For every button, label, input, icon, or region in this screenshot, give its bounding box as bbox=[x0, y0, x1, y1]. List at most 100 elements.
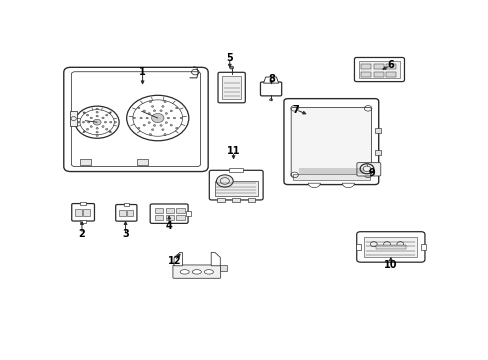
FancyBboxPatch shape bbox=[260, 82, 281, 96]
Circle shape bbox=[143, 110, 145, 112]
Circle shape bbox=[96, 131, 98, 133]
Circle shape bbox=[96, 127, 98, 129]
Bar bbox=[229, 167, 243, 172]
Bar bbox=[220, 265, 226, 270]
Text: 5: 5 bbox=[226, 53, 233, 63]
Wedge shape bbox=[307, 183, 320, 188]
Circle shape bbox=[104, 121, 106, 123]
Polygon shape bbox=[263, 77, 278, 83]
Bar bbox=[420, 244, 425, 250]
Bar bbox=[123, 203, 129, 206]
Circle shape bbox=[86, 129, 88, 130]
Bar bbox=[386, 72, 395, 77]
FancyBboxPatch shape bbox=[356, 232, 424, 262]
Circle shape bbox=[105, 129, 108, 130]
Circle shape bbox=[114, 121, 116, 123]
Circle shape bbox=[86, 114, 88, 116]
Circle shape bbox=[137, 127, 140, 129]
Circle shape bbox=[96, 135, 98, 136]
Bar bbox=[70, 111, 77, 126]
Circle shape bbox=[162, 105, 163, 107]
FancyBboxPatch shape bbox=[354, 58, 404, 82]
Circle shape bbox=[163, 134, 166, 135]
Bar bbox=[361, 72, 370, 77]
Bar bbox=[374, 150, 380, 156]
Bar bbox=[217, 198, 224, 202]
Bar bbox=[83, 209, 90, 216]
Circle shape bbox=[173, 117, 175, 119]
Circle shape bbox=[102, 126, 104, 127]
Circle shape bbox=[93, 119, 101, 125]
Circle shape bbox=[170, 125, 172, 126]
Bar bbox=[75, 209, 82, 216]
Circle shape bbox=[87, 121, 90, 123]
Bar bbox=[155, 215, 163, 220]
Circle shape bbox=[83, 131, 85, 132]
FancyBboxPatch shape bbox=[209, 170, 263, 200]
Text: 3: 3 bbox=[122, 229, 129, 239]
Text: 9: 9 bbox=[368, 168, 374, 179]
Circle shape bbox=[175, 127, 178, 129]
Bar bbox=[373, 64, 383, 69]
Text: 7: 7 bbox=[292, 105, 299, 115]
Circle shape bbox=[90, 117, 92, 119]
Bar bbox=[292, 174, 369, 180]
Circle shape bbox=[162, 129, 163, 130]
Circle shape bbox=[153, 125, 155, 126]
FancyBboxPatch shape bbox=[356, 163, 380, 176]
Bar bbox=[176, 215, 184, 220]
FancyBboxPatch shape bbox=[290, 108, 371, 176]
Circle shape bbox=[83, 112, 85, 114]
Circle shape bbox=[175, 107, 178, 109]
Circle shape bbox=[96, 111, 98, 113]
Text: 6: 6 bbox=[386, 60, 393, 70]
Circle shape bbox=[148, 122, 150, 123]
Circle shape bbox=[153, 110, 155, 112]
FancyBboxPatch shape bbox=[72, 203, 94, 221]
Bar bbox=[355, 244, 360, 250]
Bar bbox=[186, 211, 191, 216]
Bar bbox=[214, 181, 257, 195]
Bar bbox=[361, 64, 370, 69]
Bar bbox=[127, 210, 133, 216]
Circle shape bbox=[109, 121, 112, 123]
Bar bbox=[359, 61, 399, 78]
FancyBboxPatch shape bbox=[284, 99, 378, 185]
Circle shape bbox=[165, 113, 167, 114]
Circle shape bbox=[105, 114, 108, 116]
Circle shape bbox=[82, 121, 84, 123]
Bar bbox=[137, 159, 148, 165]
Polygon shape bbox=[174, 252, 182, 266]
FancyBboxPatch shape bbox=[116, 204, 137, 221]
Circle shape bbox=[167, 117, 169, 119]
Circle shape bbox=[149, 101, 151, 103]
Text: 12: 12 bbox=[168, 256, 181, 266]
FancyBboxPatch shape bbox=[71, 72, 200, 167]
Bar bbox=[232, 198, 240, 202]
Circle shape bbox=[149, 134, 151, 135]
Circle shape bbox=[90, 126, 92, 127]
Bar bbox=[165, 208, 174, 213]
Polygon shape bbox=[211, 252, 220, 266]
Text: 4: 4 bbox=[165, 221, 172, 231]
Ellipse shape bbox=[180, 270, 189, 274]
Circle shape bbox=[151, 129, 153, 130]
FancyBboxPatch shape bbox=[173, 265, 220, 278]
Bar bbox=[247, 198, 255, 202]
Circle shape bbox=[96, 108, 98, 110]
Bar bbox=[119, 210, 125, 216]
Bar bbox=[80, 202, 86, 205]
Circle shape bbox=[102, 117, 104, 119]
Circle shape bbox=[146, 117, 148, 119]
Circle shape bbox=[269, 99, 272, 101]
Bar bbox=[373, 72, 383, 77]
Circle shape bbox=[143, 125, 145, 126]
Circle shape bbox=[109, 131, 111, 132]
Bar bbox=[80, 159, 91, 165]
Ellipse shape bbox=[204, 270, 213, 274]
Circle shape bbox=[160, 125, 162, 126]
Circle shape bbox=[163, 101, 166, 103]
Circle shape bbox=[140, 117, 142, 119]
Circle shape bbox=[216, 175, 233, 187]
Bar bbox=[375, 245, 405, 249]
